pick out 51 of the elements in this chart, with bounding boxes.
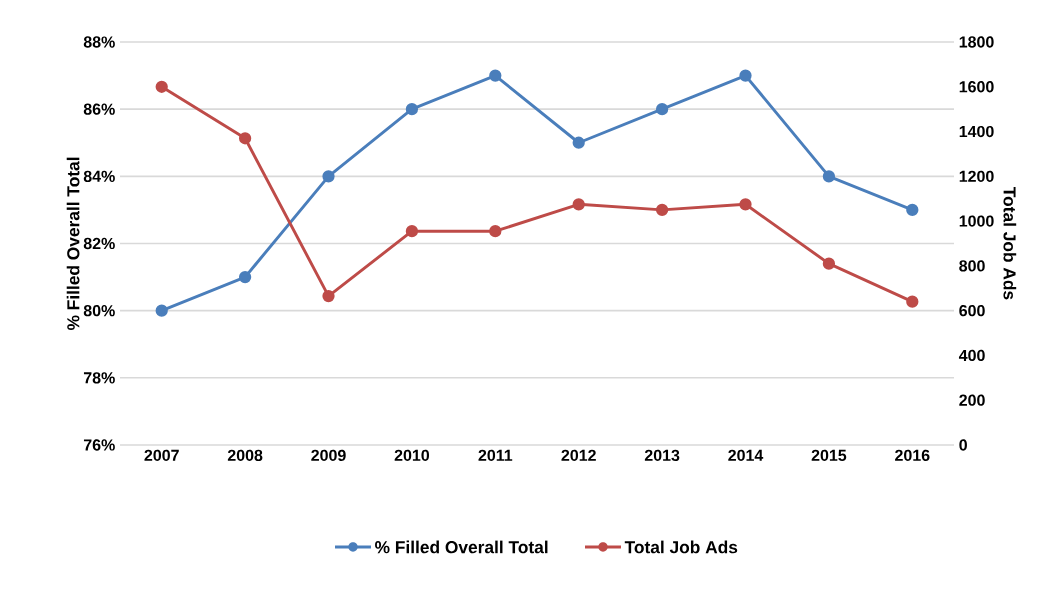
y2-tick-label: 800 [959,260,985,272]
point [822,257,836,270]
x-tick-label: 2015 [811,449,847,462]
point [655,203,669,217]
x-tick-label: 2009 [311,449,346,462]
point [405,103,419,116]
y-tick-label: 84% [83,170,115,182]
y2-tick-label: 1200 [959,170,994,182]
point [489,69,502,82]
y2-tick-label: 1400 [959,125,994,138]
legend-label: Total Job Ads [624,540,738,554]
y2-tick-label: 1000 [959,215,994,227]
point [572,198,585,211]
y2-tick-label: 600 [959,305,985,317]
point [906,295,919,308]
y-tick-label: 82% [83,237,115,250]
point [322,170,335,183]
y-tick-label: 80% [83,305,115,317]
point [739,69,752,82]
point [238,270,252,284]
x-tick-label: 2010 [394,449,430,462]
y2-tick-label: 400 [958,349,985,362]
point [572,136,585,149]
y2-tick-label: 0 [959,439,967,451]
y-tick-label: 86% [83,103,115,115]
x-tick-label: 2007 [144,449,179,462]
point [906,203,919,217]
point [655,103,669,116]
point [739,198,752,211]
point [489,225,502,238]
y2-axis-title: Total Job Ads [1003,187,1017,300]
legend-label: % Filled Overall Total [375,540,548,554]
point [322,289,335,303]
x-tick-label: 2014 [728,449,764,462]
x-tick-label: 2013 [644,449,680,462]
y2-tick-label: 1800 [959,36,994,48]
x-tick-label: 2016 [895,449,930,462]
point [155,80,168,93]
point [405,225,419,238]
x-tick-label: 2012 [561,449,596,462]
y2-tick-label: 1600 [959,81,994,93]
x-tick-label: 2008 [227,449,263,462]
point [238,132,252,145]
y-tick-label: 88% [83,36,115,48]
x-tick-label: 2011 [478,449,513,462]
point [155,304,168,317]
y-axis-title: % Filled Overall Total [66,157,80,331]
y2-tick-label: 200 [959,394,985,406]
point [822,170,836,183]
y-tick-label: 78% [83,372,115,384]
y-tick-label: 76% [83,439,115,451]
